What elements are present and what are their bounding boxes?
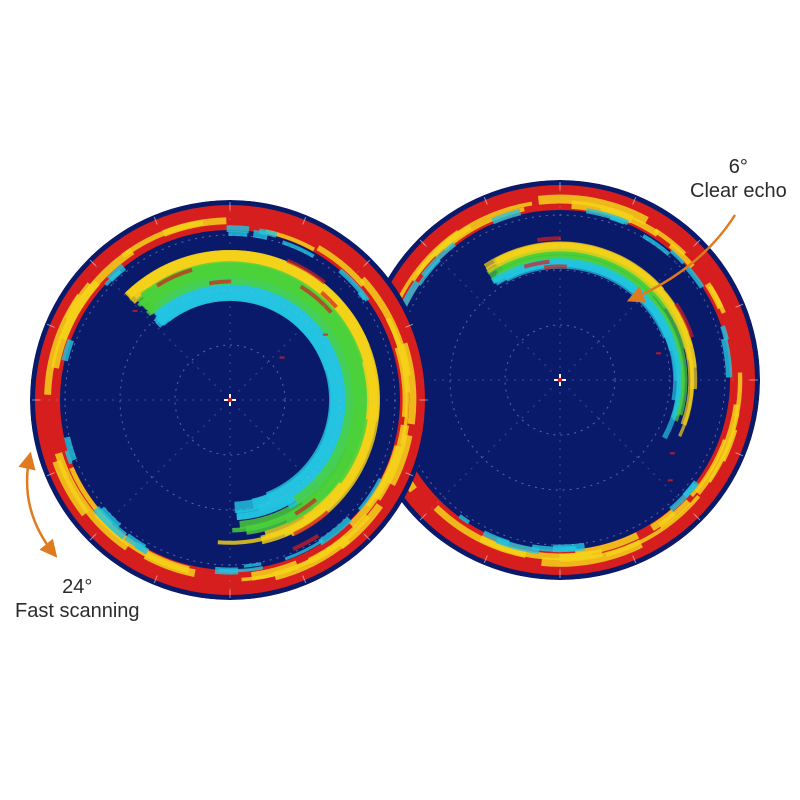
figure: 24°Fast scanning 6°Clear echo [0, 0, 800, 800]
right-sonar-label-caption: Clear echo [690, 179, 787, 203]
left-sonar-label-degrees: 24° [15, 575, 140, 599]
right-sonar-label-degrees: 6° [690, 155, 787, 179]
right-sonar-label: 6°Clear echo [690, 155, 787, 203]
left-sonar [30, 200, 430, 600]
left-sonar-label: 24°Fast scanning [15, 575, 140, 623]
left-sonar-label-caption: Fast scanning [15, 599, 140, 623]
